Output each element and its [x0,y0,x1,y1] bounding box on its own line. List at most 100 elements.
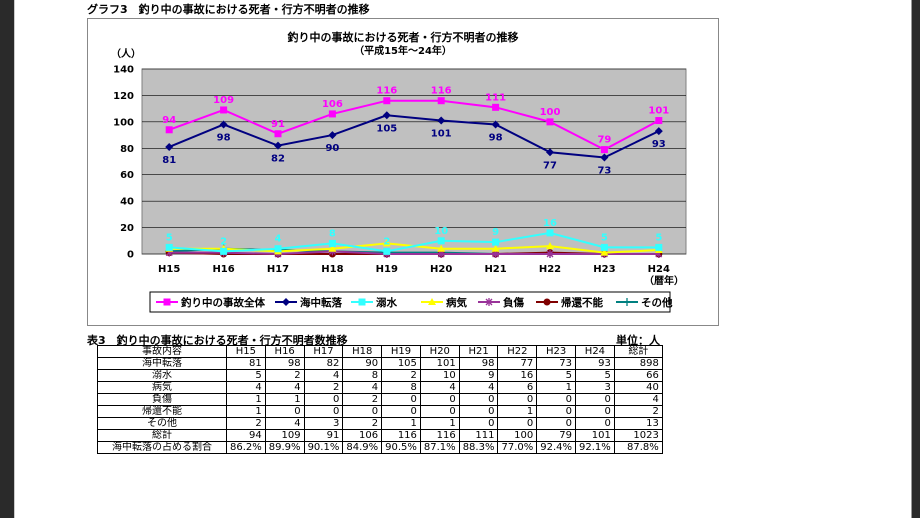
table-row: 海中転落 81 98 82 90 105 101 98 77 73 93 898 [97,357,663,370]
table-cell: 0 [536,417,577,430]
table-cell: 91 [303,429,344,442]
x-tick-label: H24 [648,264,670,275]
table-cell: 1 [497,405,538,418]
data-point-fall [165,142,174,151]
y-tick-label: 80 [120,144,134,155]
data-point-fall [600,153,609,162]
data-point-fall [274,141,282,150]
data-point-total [546,118,554,126]
document-page: グラフ3 釣り中の事故における死者・行方不明者の推移 釣り中の事故における死者・… [14,0,912,518]
table-row: 帰還不能 1 0 0 0 0 0 0 1 0 0 2 [97,405,663,418]
table-cell: 116 [381,429,421,442]
data-label-fall: 98 [489,133,503,144]
data-point-drown [437,237,445,245]
table-cell: 87.1% [419,441,460,454]
table-cell: 92.4% [536,441,577,454]
table-cell: 0 [575,405,615,418]
table-cell: 1023 [613,429,663,442]
data-point-total [492,103,500,111]
column-header: H21 [458,345,499,358]
column-header: H16 [264,345,305,358]
table-row: 海中転落の占める割合 86.2% 89.9% 90.1% 84.9% 90.5% 87.1%… [97,441,663,454]
table-cell: 4 [458,381,499,394]
table-cell: 0 [497,417,538,430]
data-point-illness [546,242,554,250]
data-label-total: 79 [597,135,611,146]
data-point-fall [491,120,500,129]
y-tick-label: 0 [127,250,134,261]
table-cell: 105 [381,357,421,370]
row-label: 溺水 [97,369,227,382]
row-label: 病気 [97,381,227,394]
table-cell: 5 [226,369,266,382]
x-tick-label: H21 [484,264,506,275]
data-label-fall: 93 [652,139,666,150]
table-unit: 単位：人 [616,334,660,347]
table-cell: 5 [536,369,577,382]
table-cell: 40 [613,381,663,394]
x-tick-label: H17 [267,264,289,275]
legend-marker-fall [282,298,290,306]
data-label-fall: 90 [325,143,339,154]
data-label-total: 116 [376,86,397,97]
table-cell: 2 [381,369,421,382]
table-row: 病気 4 4 2 4 8 4 4 6 1 3 40 [97,381,663,394]
chart-frame: 釣り中の事故における死者・行方不明者の推移 （平成15年～24年） （人） （暦年） 0… [87,18,719,326]
data-label-fall: 73 [597,166,611,177]
table-cell: 1 [226,393,266,406]
table-cell: 90.5% [381,441,421,454]
table-row: 総計 94 109 91 106 116 116 111 100 79 101 1023 [97,429,663,442]
figure-title: グラフ3 釣り中の事故における死者・行方不明者の推移 [87,3,370,16]
row-label: 海中転落 [97,357,227,370]
data-point-fall [654,127,663,136]
table-cell: 2 [303,381,344,394]
row-label: 負傷 [97,393,227,406]
data-label-total: 109 [213,95,234,106]
data-point-fall [328,131,337,140]
table-cell: 90.1% [303,441,344,454]
table-cell: 1 [419,417,460,430]
table-cell: 0 [264,405,305,418]
legend-label-other: その他 [641,296,673,309]
table-cell: 4 [264,417,305,430]
table-cell: 77 [497,357,538,370]
y-tick-label: 40 [120,197,134,208]
data-label-fall: 101 [431,129,452,140]
table-cell: 0 [419,405,460,418]
data-point-illness [328,244,337,252]
data-point-total [328,110,336,118]
table-cell: 2 [264,369,305,382]
data-point-injury [546,250,554,258]
column-header: H15 [226,345,266,358]
table-cell: 4 [613,393,663,406]
data-table: 事故内容 H15 H16 H17 H18 H19 H20 H21 H22 H23 H24 総計 海中転落… [97,345,663,454]
data-point-illness [437,244,446,252]
table-cell: 0 [303,405,344,418]
table-cell: 0 [536,393,577,406]
data-point-fall [437,116,446,125]
data-point-illness [600,248,609,256]
table-cell: 87.8% [613,441,663,454]
table-cell: 90 [342,357,383,370]
series-line-total [168,99,660,151]
legend-label-total: 釣り中の事故全体 [181,296,265,309]
legend-marker-injury [485,298,493,306]
table-cell: 4 [303,369,344,382]
table-cell: 1 [264,393,305,406]
x-tick-label: H19 [376,264,398,275]
data-point-drown [383,247,391,255]
data-label-fall: 98 [217,133,231,144]
x-axis-label: （暦年） [644,274,684,287]
data-label-drown: 9 [492,227,499,238]
table-cell: 13 [613,417,663,430]
chart-title: 釣り中の事故における死者・行方不明者の推移 [288,30,519,44]
table-cell: 98 [264,357,305,370]
table-cell: 0 [342,405,383,418]
table-cell: 109 [264,429,305,442]
table-cell: 101 [419,357,460,370]
legend-label-injury: 負傷 [503,296,524,309]
data-point-fall [382,111,391,120]
table-cell: 898 [613,357,663,370]
y-tick-label: 100 [113,117,134,128]
table-header-row: 事故内容 H15 H16 H17 H18 H19 H20 H21 H22 H23 H24 総計 [97,345,663,358]
